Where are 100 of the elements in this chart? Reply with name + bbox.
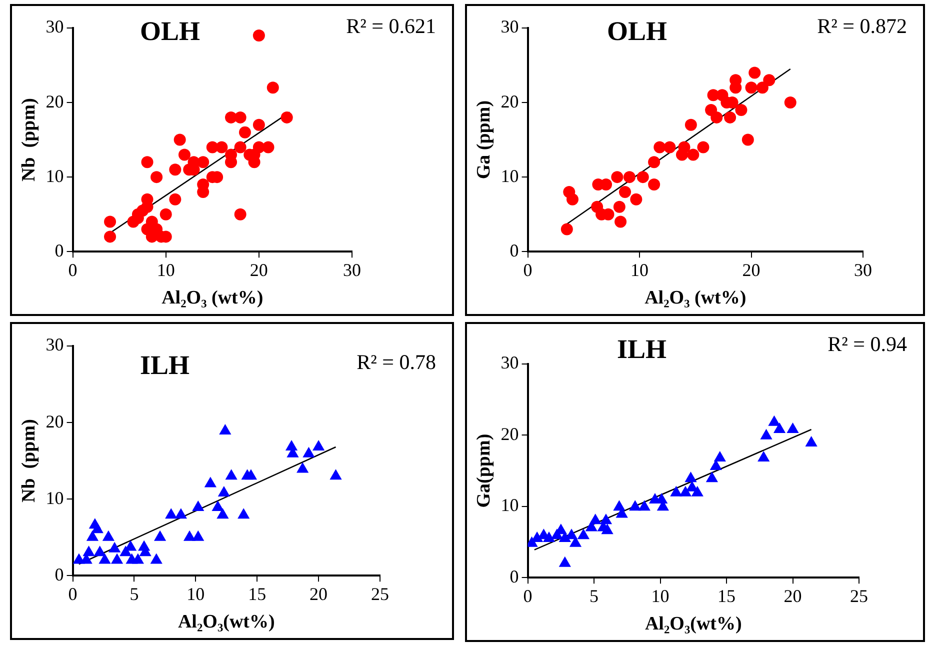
- point: [684, 118, 697, 131]
- point: [773, 422, 786, 434]
- point: [619, 186, 632, 198]
- point: [684, 472, 697, 482]
- point: [710, 111, 723, 124]
- y-tick-label: 10: [46, 166, 64, 186]
- point: [745, 82, 758, 94]
- x-tick-label: 0: [523, 260, 532, 280]
- x-axis-title: Al₂O₃ (wt%): [644, 288, 746, 309]
- point: [611, 171, 624, 184]
- point: [165, 508, 178, 519]
- point: [160, 208, 172, 220]
- point: [102, 530, 114, 541]
- point: [768, 415, 780, 426]
- x-tick-label: 30: [854, 260, 872, 280]
- y-tick-label: 10: [500, 495, 519, 516]
- chart-title: OLH: [140, 16, 200, 47]
- y-tick-label: 30: [46, 16, 64, 37]
- point: [805, 436, 818, 447]
- point: [104, 230, 116, 243]
- y-tick-label: 20: [500, 91, 519, 112]
- y-tick-label: 10: [46, 488, 64, 508]
- x-tick-label: 15: [248, 584, 266, 604]
- x-axis-title: Al₂O₃(wt%): [644, 614, 742, 635]
- x-tick-label: 0: [68, 584, 78, 604]
- point: [558, 556, 571, 567]
- annotation: R² = 0.78: [356, 350, 436, 375]
- point: [169, 193, 182, 206]
- point: [664, 141, 676, 154]
- point: [763, 74, 776, 86]
- point: [679, 486, 692, 496]
- y-tick-label: 0: [510, 566, 519, 586]
- x-tick-label: 10: [651, 586, 670, 606]
- annotation: R² = 0.872: [817, 14, 907, 39]
- point: [218, 486, 230, 496]
- point: [108, 542, 121, 552]
- x-tick-label: 5: [130, 584, 139, 604]
- x-tick-label: 25: [850, 586, 868, 606]
- x-tick-label: 15: [718, 586, 736, 606]
- point: [784, 96, 796, 109]
- y-tick-label: 0: [54, 564, 64, 584]
- point: [330, 469, 342, 480]
- x-tick-label: 20: [310, 584, 328, 604]
- point: [724, 111, 736, 124]
- chart-title: ILH: [617, 334, 667, 365]
- point: [735, 104, 748, 116]
- point: [742, 134, 754, 146]
- y-axis-title: Nb (ppm): [18, 98, 40, 182]
- point: [296, 462, 309, 473]
- point: [174, 508, 187, 519]
- y-tick-label: 30: [500, 352, 519, 373]
- point: [174, 134, 186, 146]
- point: [169, 164, 182, 176]
- point: [758, 450, 770, 462]
- point: [614, 216, 627, 228]
- y-tick-label: 10: [500, 166, 519, 186]
- point: [141, 156, 154, 168]
- point: [623, 171, 636, 184]
- x-tick-label: 10: [156, 260, 175, 280]
- point: [760, 428, 772, 440]
- point: [132, 553, 144, 564]
- point: [678, 141, 690, 154]
- point: [192, 530, 204, 541]
- point: [82, 546, 95, 556]
- point: [216, 508, 229, 519]
- y-tick-label: 20: [46, 411, 64, 432]
- y-tick-label: 20: [46, 91, 64, 112]
- point: [212, 500, 224, 511]
- annotation: R² = 0.621: [346, 14, 436, 39]
- point: [86, 530, 99, 541]
- point: [91, 522, 104, 534]
- point: [225, 469, 238, 480]
- point: [748, 66, 761, 79]
- point: [234, 111, 246, 124]
- point: [110, 553, 124, 564]
- point: [238, 126, 251, 138]
- x-tick-label: 30: [343, 260, 361, 280]
- point: [697, 141, 710, 154]
- y-tick-label: 0: [54, 240, 64, 260]
- y-axis-title: Nb (ppm): [18, 419, 40, 503]
- point: [566, 193, 578, 206]
- point: [691, 486, 704, 496]
- point: [302, 446, 315, 458]
- x-tick-label: 20: [784, 586, 802, 606]
- point: [542, 531, 556, 542]
- point: [687, 148, 700, 161]
- point: [262, 141, 274, 154]
- point: [714, 450, 726, 462]
- point: [98, 553, 111, 564]
- text: R² = 0.94: [828, 332, 907, 357]
- point: [756, 82, 768, 94]
- point: [192, 500, 204, 511]
- x-tick-label: 10: [186, 584, 205, 604]
- x-tick-label: 10: [630, 260, 649, 280]
- y-axis-title: Ga(ppm): [473, 434, 494, 508]
- point: [104, 216, 116, 228]
- point: [560, 223, 573, 236]
- point: [150, 171, 163, 184]
- point: [238, 508, 250, 519]
- point: [197, 156, 210, 168]
